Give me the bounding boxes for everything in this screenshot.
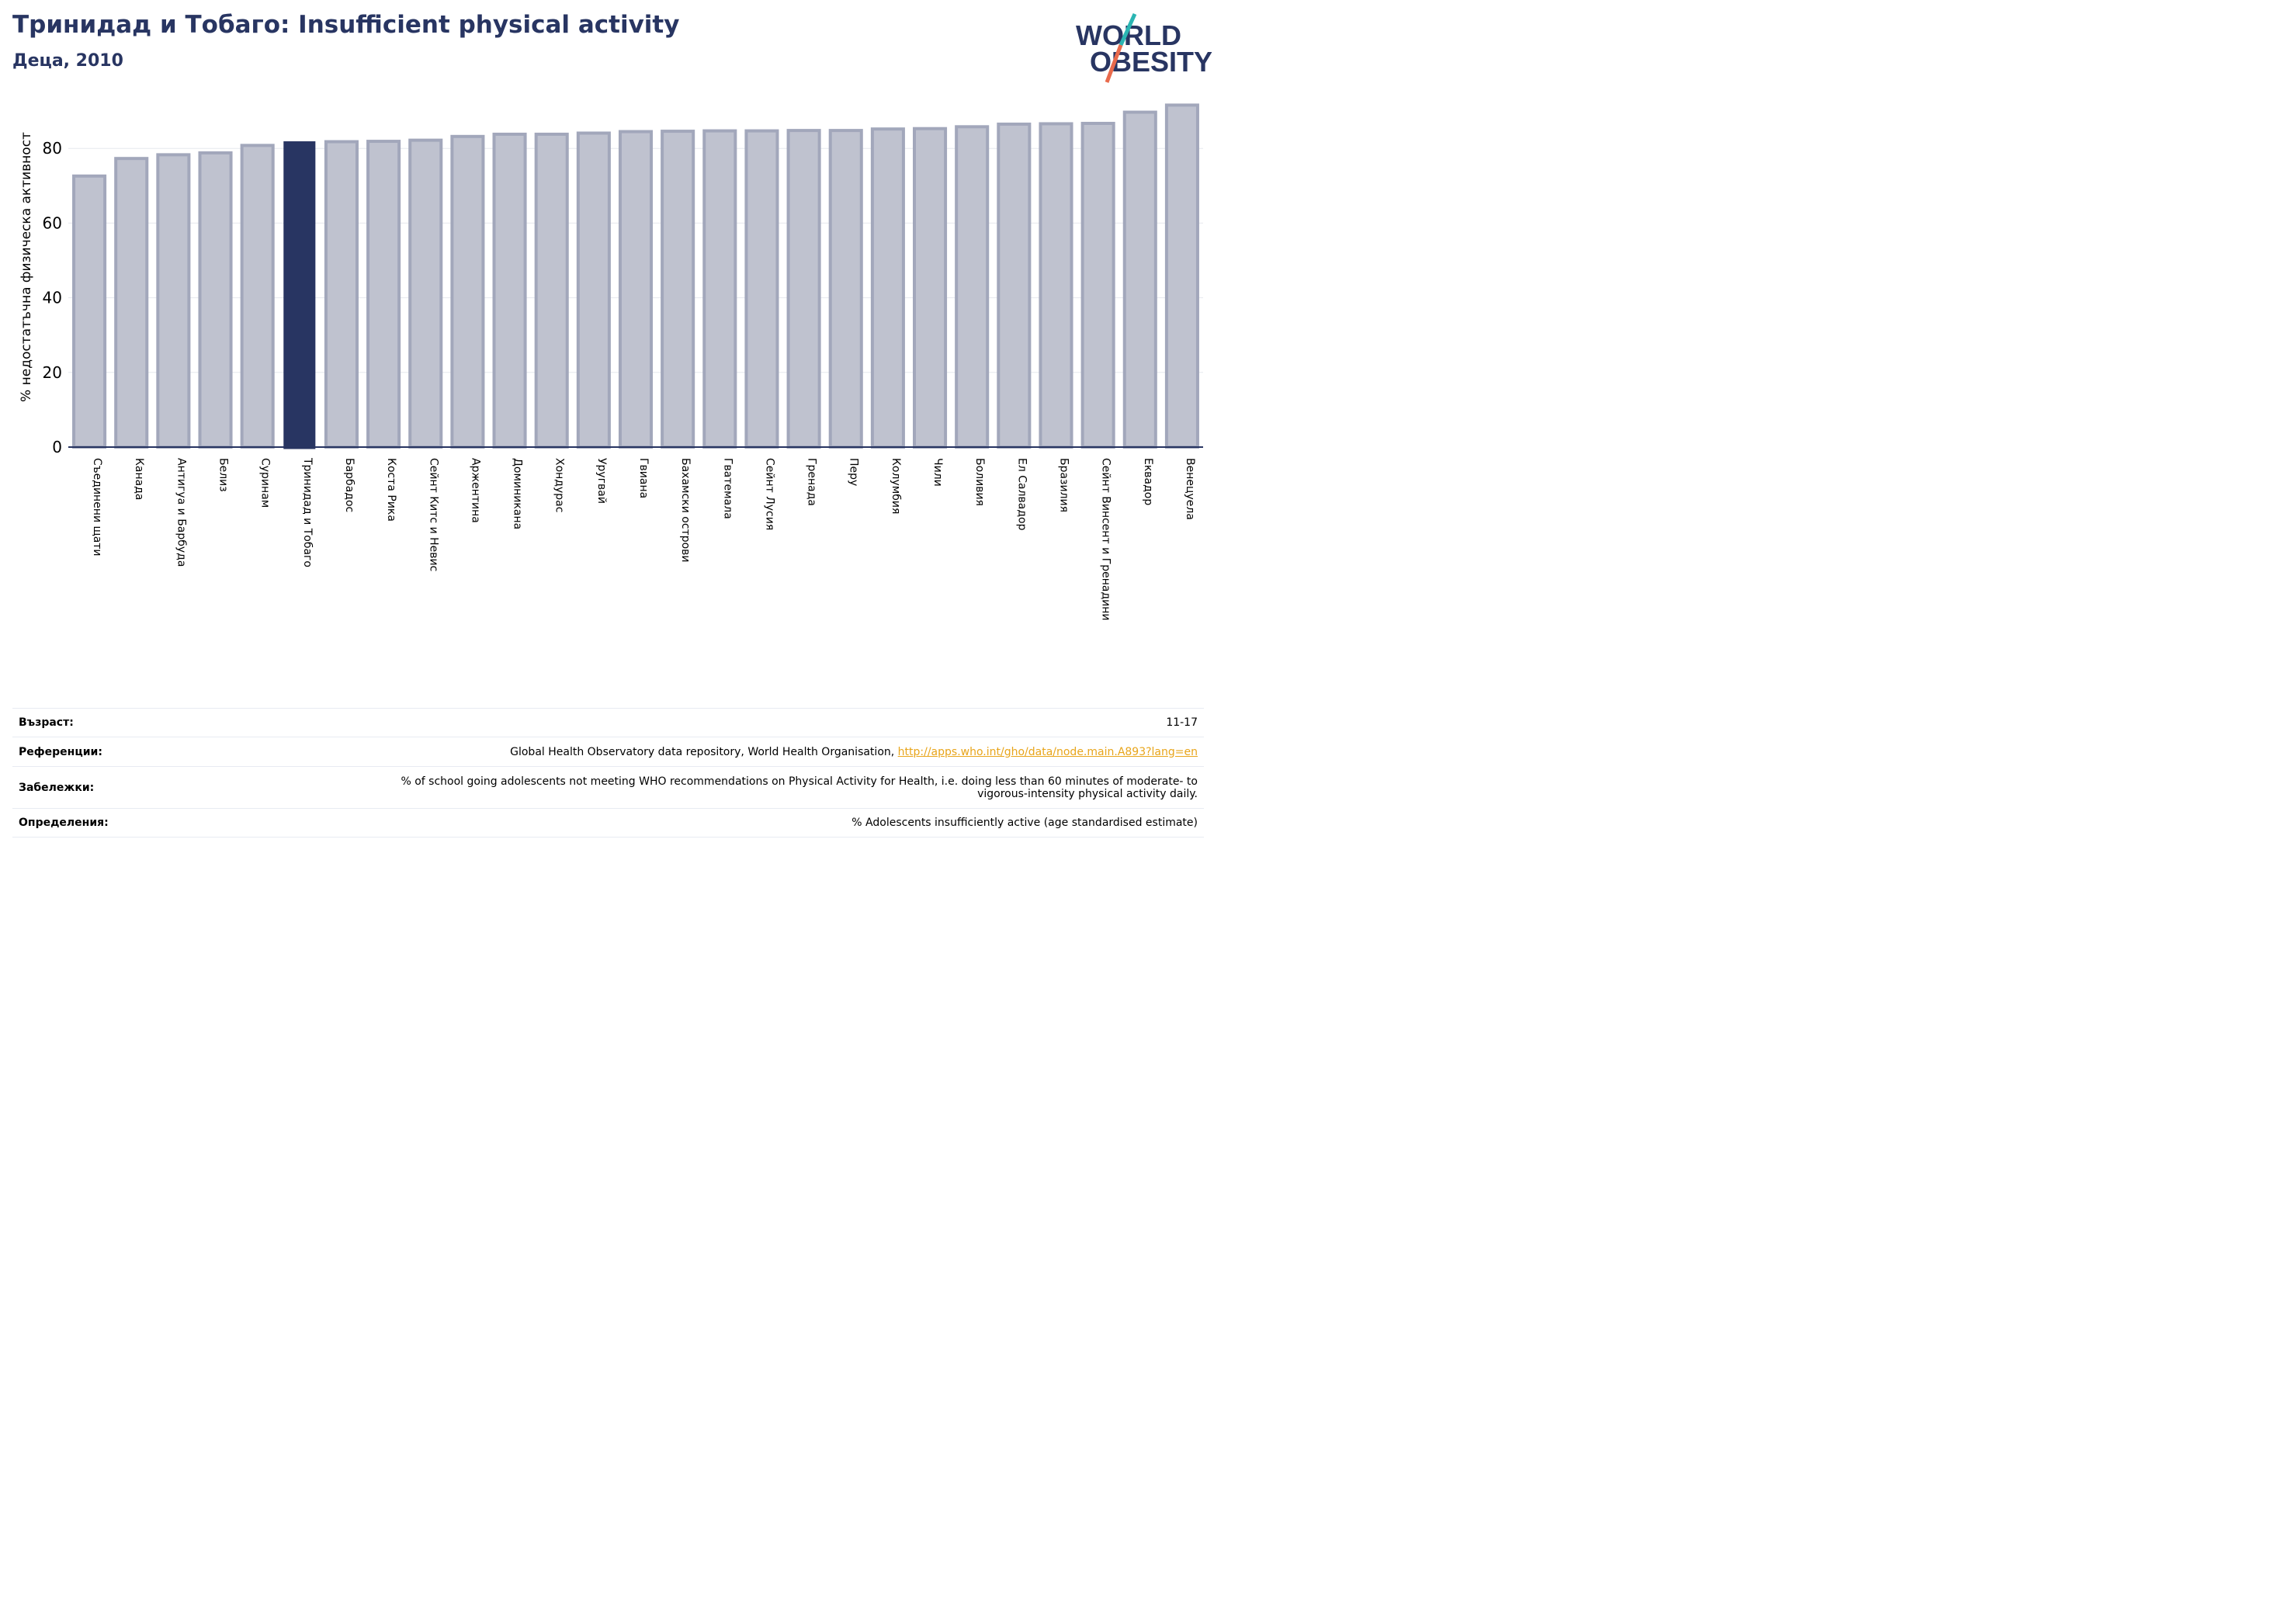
- bar: [1122, 110, 1157, 449]
- x-tick-label: Антигуа и Барбуда: [175, 458, 187, 567]
- metadata-row: Забележки: % of school going adolescents …: [12, 766, 1204, 808]
- y-tick-label: 20: [43, 363, 62, 382]
- x-tick-label: Доминикана: [512, 458, 524, 529]
- bar: [1039, 122, 1073, 449]
- bar: [366, 140, 401, 449]
- y-tick-label: 80: [43, 139, 62, 158]
- bar: [534, 132, 569, 449]
- x-tick-label: Гвиана: [637, 458, 650, 498]
- metadata-row: Определения: % Adolescents insufficiently…: [12, 808, 1204, 838]
- reference-link[interactable]: http://apps.who.int/gho/data/node.main.A…: [897, 745, 1198, 758]
- x-tick-label: Канада: [133, 458, 145, 501]
- bar: [408, 138, 443, 449]
- bar: [618, 130, 654, 449]
- metadata-value: % Adolescents insufficiently active (age…: [851, 817, 1198, 829]
- bar: [576, 131, 611, 449]
- metadata-value-text: % Adolescents insufficiently active (age…: [851, 817, 1198, 829]
- x-tick-label: Сейнт Китс и Невис: [427, 458, 439, 571]
- x-tick-label: Еквадор: [1142, 458, 1154, 505]
- bar: [997, 122, 1032, 449]
- metadata-value-text: Global Health Observatory data repositor…: [510, 745, 898, 758]
- bar: [1164, 103, 1199, 449]
- logo-slash-top: [1119, 12, 1137, 47]
- highlighted-bar: [283, 141, 316, 449]
- metadata-value: 11-17: [1166, 716, 1198, 729]
- bar-chart: 0 20 40 60 80 Съединени щати Канада Антигуа и Б…: [0, 0, 1217, 699]
- bar-chart-svg: 0 20 40 60 80 Съединени щати Канада Антигуа и Б…: [19, 103, 1203, 621]
- x-tick-label: Съединени щати: [91, 458, 103, 557]
- metadata-label: Възраст:: [19, 716, 74, 729]
- metadata-label: Забележки:: [19, 781, 95, 794]
- x-tick-label: Бразилия: [1057, 458, 1070, 512]
- logo-slash-bottom: [1105, 44, 1123, 83]
- bar: [828, 129, 863, 449]
- bar: [156, 153, 191, 449]
- page-title: Тринидад и Тобаго: Insufficient physical…: [12, 11, 680, 39]
- x-tick-label: Хондурас: [553, 458, 566, 512]
- world-obesity-logo: WORLD OBESITY: [1071, 11, 1212, 85]
- y-tick-label: 40: [43, 289, 62, 307]
- x-tick-label: Сейнт Лусия: [763, 458, 775, 530]
- x-tick-label: Перу: [848, 458, 860, 486]
- metadata-value-text: 11-17: [1166, 716, 1198, 729]
- x-tick-label: Гренада: [806, 458, 818, 506]
- x-tick-label: Уругвай: [595, 458, 608, 504]
- x-tick-label: Бахамски острови: [679, 458, 692, 563]
- page-subtitle: Деца, 2010: [12, 51, 123, 71]
- bar: [786, 129, 821, 449]
- x-tick-label: Колумбия: [890, 458, 902, 514]
- metadata-label: Определения:: [19, 817, 109, 829]
- x-tick-label: Суринам: [259, 458, 272, 508]
- bar: [913, 127, 948, 449]
- x-tick-label: Сейнт Винсент и Гренадини: [1100, 458, 1112, 621]
- y-tick-label: 60: [43, 213, 62, 232]
- x-tick-label: Гватемала: [721, 458, 734, 519]
- x-tick-label: Барбадос: [343, 458, 355, 512]
- bar: [198, 151, 233, 449]
- bar: [744, 129, 779, 449]
- metadata-row: Възраст: 11-17: [12, 708, 1204, 737]
- x-tick-label: Аржентина: [469, 458, 481, 523]
- y-tick-label: 0: [52, 438, 62, 456]
- logo-graphic: WORLD OBESITY: [1076, 12, 1212, 83]
- x-tick-label: Венецуела: [1184, 458, 1196, 520]
- bar: [492, 132, 527, 449]
- metadata-value: % of school going adolescents not meetin…: [375, 775, 1198, 800]
- axis-layer: 0 20 40 60 80 Съединени щати Канада Антигуа и Б…: [43, 139, 1203, 621]
- metadata-table: Възраст: 11-17 Референции: Global Health Ob…: [12, 708, 1204, 838]
- bar: [955, 125, 990, 449]
- metadata-row: Референции: Global Health Observatory dat…: [12, 737, 1204, 766]
- metadata-label: Референции:: [19, 745, 102, 758]
- bar: [661, 130, 695, 449]
- bar: [702, 129, 737, 449]
- x-tick-label: Коста Рика: [385, 458, 397, 522]
- bar: [1080, 121, 1115, 449]
- x-tick-label: Ел Салвадор: [1015, 458, 1028, 531]
- bar: [450, 134, 485, 449]
- metadata-value: Global Health Observatory data repositor…: [510, 746, 1198, 758]
- bar: [324, 140, 359, 449]
- x-tick-label: Белиз: [217, 458, 230, 492]
- bar: [870, 127, 905, 449]
- bar: [114, 157, 149, 449]
- bar-layer: [72, 103, 1199, 449]
- x-tick-label: Чили: [931, 458, 944, 487]
- x-tick-label: Боливия: [973, 458, 986, 506]
- bar: [240, 144, 275, 449]
- x-tick-label: Тринидад и Тобаго: [301, 457, 314, 567]
- y-axis-label: % недостатъчна физическа активност: [19, 132, 34, 402]
- bar: [72, 174, 107, 449]
- metadata-value-text: % of school going adolescents not meetin…: [401, 775, 1198, 800]
